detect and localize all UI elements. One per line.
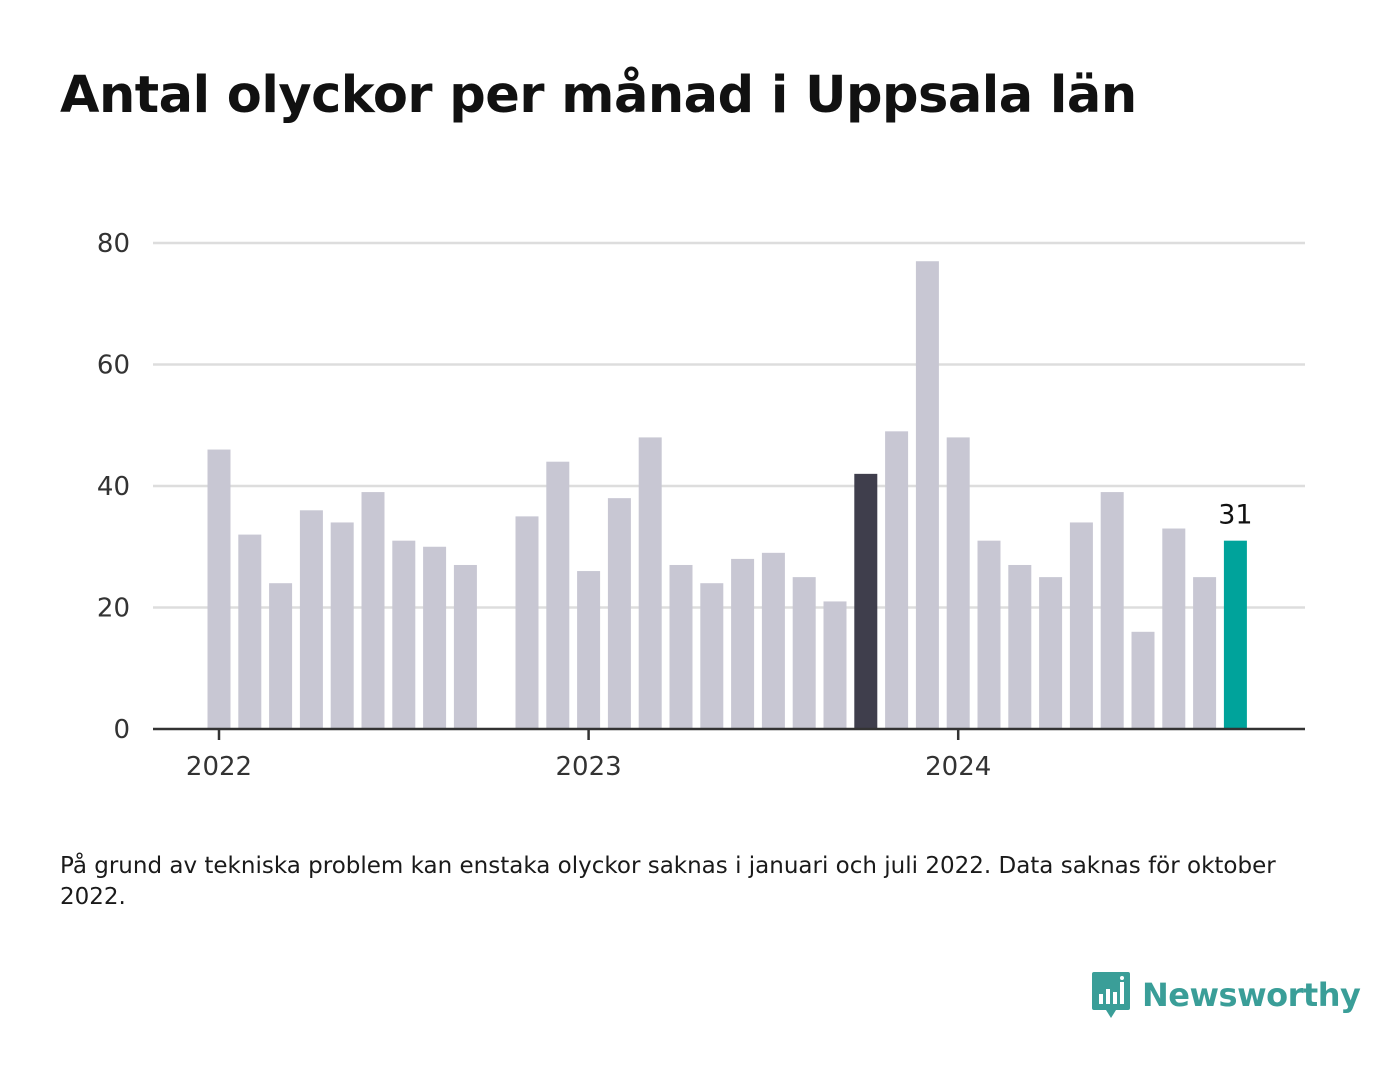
bar-2023-08 [792, 577, 816, 729]
grid-lines [153, 241, 1305, 609]
bar-2022-11 [515, 516, 539, 729]
bar-2022-06 [361, 492, 385, 729]
y-tick-label: 0 [113, 715, 130, 745]
bar-2024-02 [977, 540, 1001, 729]
newsworthy-logo[interactable]: Newsworthy [1090, 970, 1361, 1020]
y-tick-label: 20 [97, 594, 130, 624]
bar-2023-02 [607, 498, 631, 729]
bar-2023-12 [915, 261, 939, 729]
y-tick-label: 60 [97, 351, 130, 381]
bar-2024-07 [1131, 631, 1155, 729]
bar-2024-09 [1193, 577, 1217, 729]
bar-chart-icon [1092, 972, 1130, 1018]
bar-2024-04 [1039, 577, 1063, 729]
x-tick-label: 2024 [925, 752, 991, 782]
x-tick-label: 2022 [186, 752, 252, 782]
bar-2024-10 [1223, 540, 1247, 729]
y-axis-ticks: 0 20 40 60 80 [97, 229, 130, 745]
bar-2022-08 [423, 546, 447, 729]
bar-2024-01 [946, 437, 970, 729]
bar-2022-03 [269, 583, 293, 729]
data-labels: 31 [1218, 500, 1252, 531]
brand-name: Newsworthy [1142, 976, 1361, 1014]
bar-2022-02 [238, 534, 262, 729]
bar-2024-08 [1162, 528, 1186, 729]
bar-2023-10 [854, 473, 878, 729]
bar-2024-03 [1008, 564, 1032, 729]
bar-2022-05 [330, 522, 354, 729]
footnote: På grund av tekniska problem kan enstaka… [60, 853, 1276, 910]
bar-series [207, 261, 1247, 729]
bar-2023-07 [761, 552, 785, 729]
y-tick-label: 80 [97, 229, 130, 259]
chart-title: Antal olyckor per månad i Uppsala län [60, 66, 1137, 125]
bar-2023-01 [577, 571, 601, 729]
bar-chart: 0 20 40 60 80 31 2022 2023 2024 [97, 229, 1305, 782]
bar-2022-01 [207, 449, 231, 729]
bar-2023-05 [700, 583, 724, 729]
x-tick-label: 2023 [556, 752, 622, 782]
bar-2024-05 [1069, 522, 1093, 729]
bar-2022-04 [299, 510, 323, 729]
bar-2023-11 [885, 431, 909, 729]
data-label: 31 [1218, 500, 1252, 531]
bar-2023-06 [731, 558, 755, 729]
bar-2023-04 [669, 564, 693, 729]
y-tick-label: 40 [97, 472, 130, 502]
bar-2023-03 [638, 437, 662, 729]
bar-2022-09 [453, 564, 477, 729]
x-axis-ticks: 2022 2023 2024 [186, 729, 991, 782]
bar-2022-12 [546, 461, 570, 729]
bar-2023-09 [823, 601, 847, 729]
bar-2022-07 [392, 540, 416, 729]
bar-2024-06 [1100, 492, 1124, 729]
